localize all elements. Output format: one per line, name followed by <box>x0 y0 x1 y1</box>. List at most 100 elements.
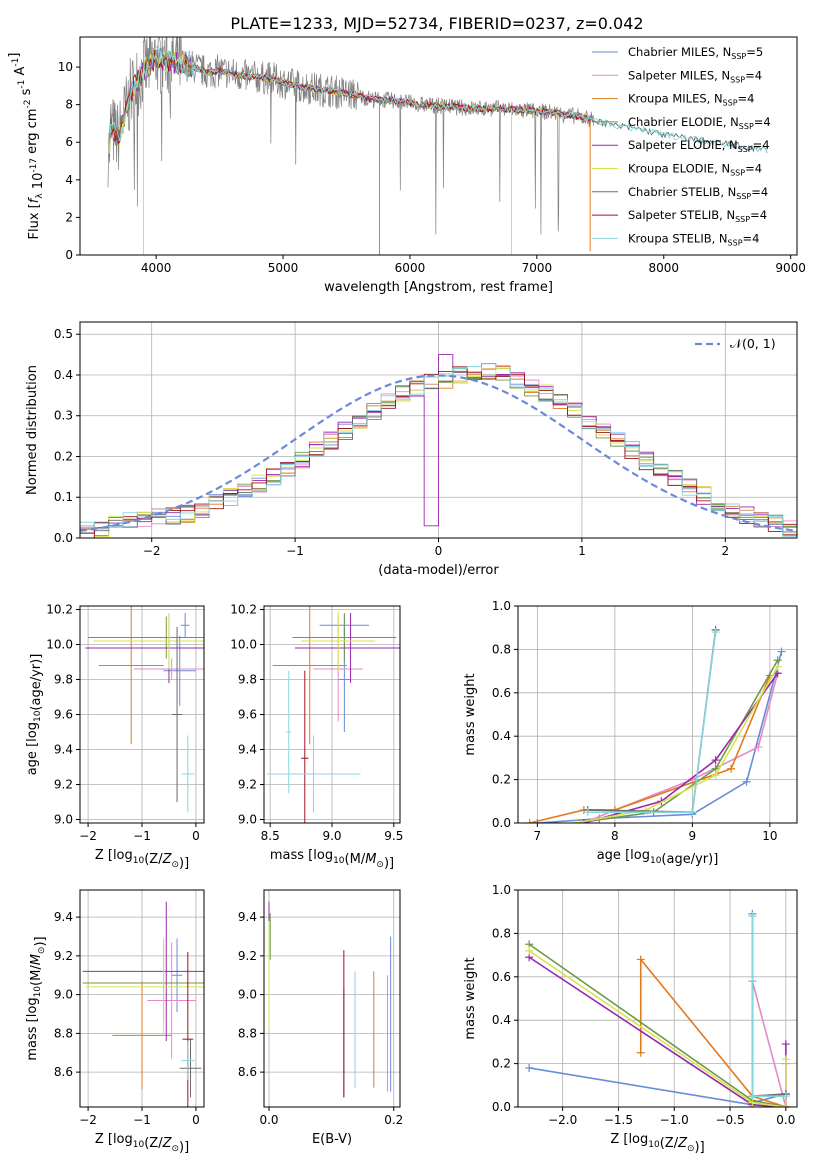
x-tick-label: −0.5 <box>715 1113 744 1127</box>
x-axis-label: Z [log10(Z/Z⊙)] <box>95 848 189 871</box>
data-point-marker <box>572 819 581 823</box>
data-point-marker <box>727 764 736 773</box>
mass-weight-series <box>751 916 786 1098</box>
data-point-marker <box>688 808 697 817</box>
mass-weight-series <box>528 943 787 1107</box>
y-axis-label: Flux [fλ 10-17 erg cm-2 s-1 A-1] <box>7 53 46 240</box>
y-tick-label: 0.1 <box>54 490 73 504</box>
y-tick-label: 0.0 <box>492 1100 511 1114</box>
y-tick-label: 0 <box>65 248 73 262</box>
x-tick-label: −2 <box>143 544 161 558</box>
mass-vs-metallicity-panel: −2 −1 0 8.6 8.8 9.0 9.2 9.4 Z [log10(Z/Z⊙)] mass … <box>25 889 205 1155</box>
x-tick-label: −1.5 <box>604 1113 633 1127</box>
axes-frame <box>517 889 798 1108</box>
x-tick-label: 0.2 <box>384 1113 403 1127</box>
x-tick-label: 0 <box>192 829 200 843</box>
y-tick-label: 0.2 <box>492 1057 511 1071</box>
plot-area <box>264 890 400 1107</box>
data-point-marker <box>525 946 534 955</box>
normal-curve <box>80 374 797 532</box>
y-tick-label: 4 <box>65 173 73 187</box>
data-point-marker <box>711 756 720 765</box>
residual-histogram-panel: −2 −1 0 1 2 0.0 0.1 0.2 0.3 0.4 0.5 (data-model)/er… <box>25 321 798 578</box>
axes-frame <box>79 605 205 824</box>
plot-area <box>518 606 797 823</box>
x-tick-label: 2 <box>721 544 729 558</box>
x-axis-label: mass [log10(M/M⊙)] <box>270 848 394 871</box>
y-tick-label: 1.0 <box>492 599 511 613</box>
x-axis-label: E(B-V) <box>312 1132 352 1147</box>
y-tick-label: 0.4 <box>492 729 511 743</box>
axes-frame <box>263 889 401 1108</box>
y-tick-label: 9.6 <box>238 708 257 722</box>
data-point-marker <box>742 777 751 786</box>
mass-weight-series <box>751 980 787 1107</box>
y-tick-label: 9.8 <box>238 673 257 687</box>
y-tick-label: 2 <box>65 210 73 224</box>
x-axis-label: (data-model)/error <box>378 563 499 578</box>
legend-entry: Salpeter MILES, NSSP=4 <box>628 68 762 84</box>
y-tick-label: 0.2 <box>492 773 511 787</box>
plot-area <box>80 322 797 538</box>
y-tick-label: 9.0 <box>238 988 257 1002</box>
x-tick-label: 0.0 <box>259 1113 278 1127</box>
x-tick-label: 9.5 <box>384 829 403 843</box>
data-point-marker <box>636 955 645 964</box>
y-tick-label: 0.5 <box>54 327 73 341</box>
mass-weight-series <box>639 957 787 1107</box>
y-tick-label: 8 <box>65 98 73 112</box>
y-axis-label: age [log10(age/yr)] <box>25 654 44 776</box>
histogram-series <box>80 366 797 538</box>
x-tick-label: 9 <box>689 829 697 843</box>
data-point-marker <box>711 771 720 780</box>
data-point-marker <box>781 1040 790 1049</box>
y-tick-label: 0.4 <box>54 368 73 382</box>
y-tick-label: 0.4 <box>492 1013 511 1027</box>
y-tick-label: 9.4 <box>54 910 73 924</box>
mass-weight-series <box>583 673 779 823</box>
plot-area <box>518 890 797 1107</box>
age-vs-metallicity-panel: −2 −1 0 9.0 9.2 9.4 9.6 9.8 10.0 10.2 Z [log10(Z/Z… <box>25 603 205 871</box>
legend-entry: 𝒩(0, 1) <box>730 336 776 351</box>
y-tick-label: 8.8 <box>54 1026 73 1040</box>
x-axis-label: wavelength [Angstrom, rest frame] <box>324 280 553 295</box>
data-point-marker <box>579 819 588 823</box>
y-tick-label: 6 <box>65 135 73 149</box>
mass-weight-series <box>583 672 779 823</box>
y-axis-label: mass [log10(M/M⊙)] <box>25 936 48 1060</box>
data-point-marker <box>781 1092 790 1101</box>
data-point-marker <box>781 1055 790 1064</box>
x-tick-label: 8.5 <box>261 829 280 843</box>
x-tick-label: 10 <box>762 829 777 843</box>
x-tick-label: 8000 <box>648 261 679 275</box>
data-point-marker <box>636 1048 645 1057</box>
x-axis-label: Z [log10(Z/Z⊙)] <box>95 1132 189 1155</box>
figure-title: PLATE=1233, MJD=52734, FIBERID=0237, z=0… <box>230 14 643 33</box>
y-tick-label: 9.4 <box>238 910 257 924</box>
plot-area <box>264 606 400 823</box>
y-tick-label: 9.0 <box>238 813 257 827</box>
legend-entry: Kroupa ELODIE, NSSP=4 <box>628 162 762 178</box>
y-axis-label: mass weight <box>463 673 478 755</box>
legend-entry: Salpeter ELODIE, NSSP=4 <box>628 138 770 154</box>
y-tick-label: 0.6 <box>492 686 511 700</box>
legend-entry: Chabrier ELODIE, NSSP=4 <box>628 115 771 131</box>
x-axis-label: age [log10(age/yr)] <box>597 848 719 867</box>
mass-weight-series <box>575 666 779 823</box>
mass-weight-series <box>576 659 779 823</box>
mass-weight-series <box>529 913 787 1107</box>
y-tick-label: 9.8 <box>54 673 73 687</box>
y-tick-label: 0.3 <box>54 409 73 423</box>
mass-weight-series <box>587 631 717 813</box>
y-tick-label: 0.2 <box>54 449 73 463</box>
y-tick-label: 9.2 <box>54 949 73 963</box>
data-point-marker <box>525 1063 534 1072</box>
x-tick-label: 8 <box>611 829 619 843</box>
y-tick-label: 1.0 <box>492 883 511 897</box>
axes-frame <box>517 605 798 824</box>
y-tick-label: 9.4 <box>54 743 73 757</box>
axes-frame <box>79 36 798 256</box>
y-tick-label: 8.8 <box>238 1026 257 1040</box>
plot-area <box>80 606 204 823</box>
x-tick-label: 7000 <box>522 261 553 275</box>
